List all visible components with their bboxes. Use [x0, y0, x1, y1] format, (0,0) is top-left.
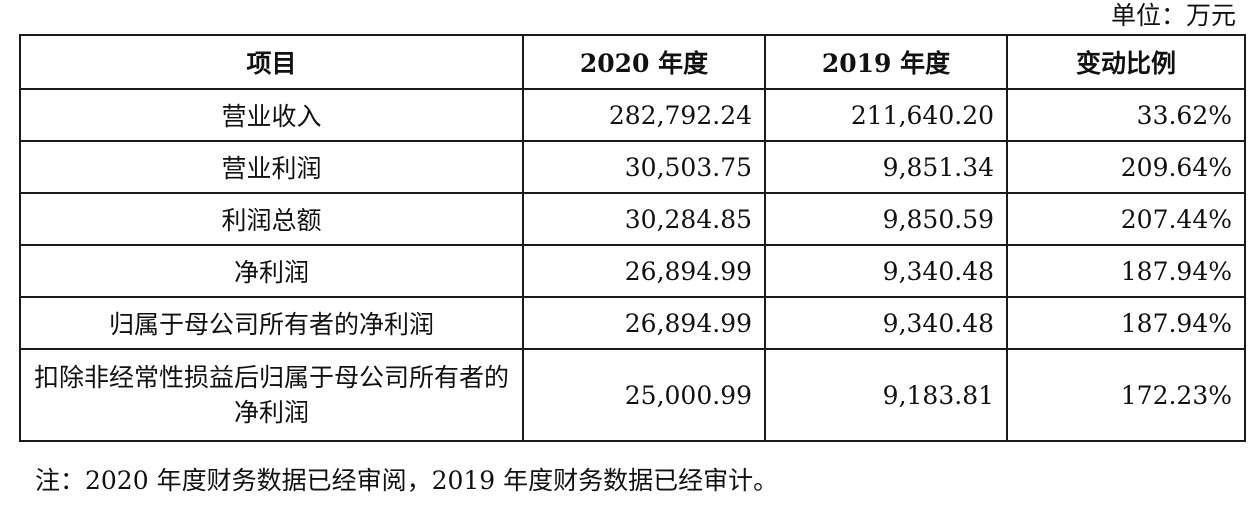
row-2019-value: 211,640.20: [764, 88, 1008, 142]
table-row: 营业收入 282,792.24 211,640.20 33.62%: [19, 88, 1246, 142]
row-2020-value: 25,000.99: [522, 348, 766, 442]
row-change: 172.23%: [1006, 348, 1246, 442]
row-item: 净利润: [19, 244, 524, 298]
row-2020-value: 26,894.99: [522, 296, 766, 350]
header-2020: 2020 年度: [522, 34, 766, 90]
row-change: 207.44%: [1006, 192, 1246, 246]
row-2020-value: 30,503.75: [522, 140, 766, 194]
header-item: 项目: [19, 34, 524, 90]
unit-label: 单位：万元: [1110, 1, 1236, 30]
row-2019-value: 9,183.81: [764, 348, 1008, 442]
row-change: 209.64%: [1006, 140, 1246, 194]
row-2019-value: 9,851.34: [764, 140, 1008, 194]
financial-table: 项目 2020 年度 2019 年度 变动比例 营业收入 282,792.24 …: [19, 34, 1246, 442]
row-2020-value: 30,284.85: [522, 192, 766, 246]
row-item: 归属于母公司所有者的净利润: [19, 296, 524, 350]
footnote: 注：2020 年度财务数据已经审阅，2019 年度财务数据已经审计。: [35, 466, 779, 495]
row-2020-value: 26,894.99: [522, 244, 766, 298]
table-row: 利润总额 30,284.85 9,850.59 207.44%: [19, 192, 1246, 246]
row-2019-value: 9,340.48: [764, 244, 1008, 298]
row-item: 扣除非经常性损益后归属于母公司所有者的净利润: [19, 348, 524, 442]
table-row: 净利润 26,894.99 9,340.48 187.94%: [19, 244, 1246, 298]
row-item: 营业利润: [19, 140, 524, 194]
table-row: 扣除非经常性损益后归属于母公司所有者的净利润 25,000.99 9,183.8…: [19, 348, 1246, 442]
header-change: 变动比例: [1006, 34, 1246, 90]
table-row: 营业利润 30,503.75 9,851.34 209.64%: [19, 140, 1246, 194]
row-item: 营业收入: [19, 88, 524, 142]
row-change: 187.94%: [1006, 244, 1246, 298]
row-change: 187.94%: [1006, 296, 1246, 350]
table-header-row: 项目 2020 年度 2019 年度 变动比例: [19, 34, 1246, 90]
table-row: 归属于母公司所有者的净利润 26,894.99 9,340.48 187.94%: [19, 296, 1246, 350]
row-2019-value: 9,850.59: [764, 192, 1008, 246]
row-item: 利润总额: [19, 192, 524, 246]
header-2019: 2019 年度: [764, 34, 1008, 90]
row-change: 33.62%: [1006, 88, 1246, 142]
row-2020-value: 282,792.24: [522, 88, 766, 142]
row-2019-value: 9,340.48: [764, 296, 1008, 350]
